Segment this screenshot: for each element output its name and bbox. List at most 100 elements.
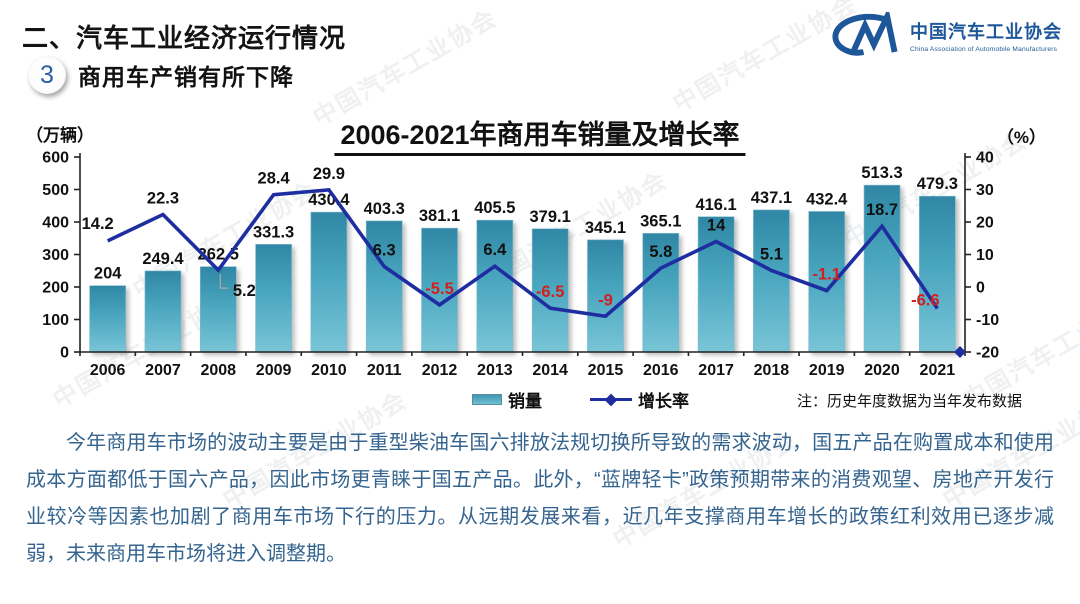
year-label: 2011 (367, 362, 402, 379)
bar-2008 (199, 266, 237, 353)
bars-group (89, 184, 956, 353)
bar-2015 (587, 239, 624, 353)
bar-value-label: 379.1 (530, 208, 571, 226)
growth-value-label: 29.9 (313, 165, 345, 183)
analysis-paragraph: 今年商用车市场的波动主要是由于重型柴油车国六排放法规切换所导致的需求波动，国五产… (26, 432, 1054, 565)
left-tick-label: 400 (42, 215, 69, 232)
bar-value-label: 405.5 (474, 199, 515, 217)
year-label: 2020 (864, 362, 900, 379)
growth-value-label: 28.4 (258, 170, 291, 188)
left-axis-unit-label: （万辆） (26, 126, 94, 145)
right-tick-label: 10 (976, 247, 994, 264)
right-tick-label: 30 (976, 182, 994, 199)
section-number-badge: 3 (28, 56, 66, 94)
axes-group (74, 153, 971, 356)
right-tick-label: 40 (976, 150, 994, 167)
right-tick-label: 20 (976, 215, 994, 232)
bar-2017 (697, 216, 735, 353)
legend-bar-swatch-icon (472, 394, 502, 405)
year-label: 2015 (588, 362, 624, 379)
growth-value-label: 5.8 (649, 243, 672, 261)
growth-labels-group: 14.2 22.3 5.2 28.4 29.9 6.3 -5.5 6.4 -6.5 -9 5.8 14… (82, 165, 940, 310)
logo-name-en: China Association of Automobile Manufact… (910, 45, 1058, 53)
growth-value-label: 5.2 (233, 282, 256, 300)
legend-bar-label: 销量 (508, 392, 542, 411)
right-tick-label: -10 (976, 312, 999, 329)
right-axis-unit-label: （%） (996, 128, 1046, 147)
growth-value-label: -6.6 (911, 291, 939, 309)
growth-value-label: 6.4 (483, 241, 507, 259)
chart-note: 注：历史年度数据为当年发布数据 (796, 393, 1022, 410)
chart-title: 2006-2021年商用车销量及增长率 (334, 113, 746, 156)
bar-2009 (255, 244, 292, 353)
bar-value-label: 437.1 (751, 189, 792, 207)
bar-2011 (365, 220, 403, 353)
year-label: 2009 (256, 362, 292, 379)
growth-rate-line (106, 187, 939, 319)
year-label: 2013 (477, 362, 513, 379)
legend-line-swatch-icon (590, 393, 632, 406)
bar-2006 (89, 285, 126, 353)
line-end-diamond-marker (954, 346, 966, 358)
section-title: 二、汽车工业经济运行情况 (22, 23, 347, 53)
org-logo: 中国汽车工业协会 China Association of Automobile… (828, 12, 1062, 58)
growth-value-label: 6.3 (373, 242, 396, 260)
label-leader-line (219, 274, 229, 289)
growth-value-label: -6.5 (536, 283, 564, 301)
left-tick-label: 300 (42, 247, 69, 264)
bar-value-label: 513.3 (861, 164, 902, 182)
bar-2018 (753, 209, 790, 353)
bar-value-label: 249.4 (142, 250, 184, 268)
bar-value-label: 432.4 (806, 190, 848, 208)
growth-value-label: 18.7 (866, 201, 898, 219)
year-label: 2021 (920, 362, 956, 379)
growth-value-label: 14 (707, 217, 726, 235)
year-label: 2012 (422, 362, 458, 379)
growth-value-label: 5.1 (760, 245, 783, 263)
bar-value-label: 381.1 (419, 207, 460, 225)
growth-value-label: -1.1 (813, 266, 841, 284)
year-label: 2017 (698, 362, 734, 379)
bar-2021 (919, 195, 956, 353)
year-label: 2018 (754, 362, 790, 379)
growth-value-label: -5.5 (425, 280, 453, 298)
growth-value-label: 22.3 (147, 190, 179, 208)
legend-line-label: 增长率 (638, 392, 689, 411)
bar-value-label: 204 (94, 265, 122, 283)
bar-value-label: 479.3 (917, 175, 958, 193)
bar-value-label: 345.1 (585, 219, 626, 237)
bar-value-label: 365.1 (640, 212, 681, 230)
logo-text: 中国汽车工业协会 China Association of Automobile… (910, 18, 1062, 53)
bar-value-label: 331.3 (253, 223, 294, 241)
left-tick-label: 200 (42, 280, 69, 297)
logo-mark-icon (832, 12, 898, 56)
section-badge-row: 3 商用车产销有所下降 (28, 56, 294, 94)
year-label: 2007 (145, 362, 181, 379)
year-label: 2010 (311, 362, 347, 379)
bar-2019 (808, 211, 846, 353)
bar-value-label: 430.4 (308, 191, 350, 209)
left-tick-label: 100 (42, 312, 69, 329)
year-label: 2016 (643, 362, 679, 379)
slide-subtitle: 商用车产销有所下降 (78, 64, 294, 90)
bar-value-label: 416.1 (695, 196, 736, 214)
bar-value-label: 403.3 (364, 200, 405, 218)
left-tick-label: 500 (42, 182, 69, 199)
right-tick-label: 0 (976, 280, 985, 297)
bar-2010 (310, 211, 348, 353)
growth-value-label: 14.2 (82, 215, 114, 233)
bar-2016 (642, 233, 680, 353)
year-label: 2019 (809, 362, 845, 379)
year-label: 2006 (90, 362, 126, 379)
growth-value-label: -9 (598, 291, 613, 309)
bar-2013 (476, 219, 514, 353)
year-label: 2014 (532, 362, 568, 379)
logo-name-cn: 中国汽车工业协会 (910, 21, 1062, 42)
legend-item-growth: 增长率 (590, 387, 689, 412)
left-tick-label: 600 (42, 150, 69, 167)
chart-legend: 销量 增长率 (472, 387, 689, 412)
legend-item-sales: 销量 (472, 387, 542, 412)
